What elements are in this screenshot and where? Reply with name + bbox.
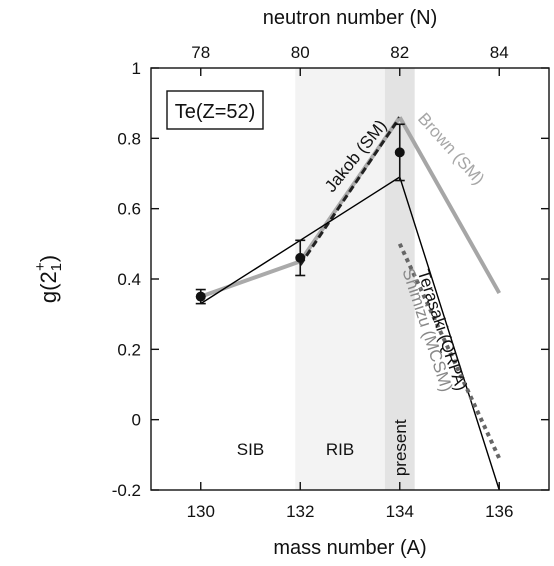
x2-tick-label-78: 78: [191, 43, 210, 62]
series-label-brown: Brown (SM): [414, 109, 488, 188]
y-axis-title-sub: 1: [48, 263, 65, 271]
data-points: [195, 123, 405, 305]
y-tick-label-5: 0.8: [117, 129, 141, 148]
data-point-134: [394, 147, 405, 158]
x2-tick-label-84: 84: [490, 43, 509, 62]
y-tick-label-2: 0.2: [117, 340, 141, 359]
x-tick-label-130: 130: [187, 502, 215, 521]
x2-tick-label-80: 80: [291, 43, 310, 62]
isotope-label-frame: [166, 90, 264, 130]
y-axis-title-sup: +: [32, 262, 49, 271]
y-tick-label-0: -0.2: [112, 481, 141, 500]
region-label-SIB: SIB: [237, 440, 264, 459]
isotope-label-box: Te(Z=52): [166, 90, 264, 130]
series-line-solid-thick-2: [398, 116, 501, 295]
ticks: [151, 67, 549, 491]
svg-text:g(21+): g(21+): [32, 255, 65, 303]
y-tick-label-4: 0.6: [117, 200, 141, 219]
x-axis-title: mass number (A): [273, 537, 426, 559]
data-point-132: [295, 252, 306, 263]
y-tick-label-6: 1: [132, 59, 141, 78]
x2-tick-label-82: 82: [390, 43, 409, 62]
y-axis-title: g(21+): [32, 255, 65, 303]
region-RIB-band: [295, 68, 385, 490]
series-line-dashed-1: [299, 116, 401, 266]
y-tick-label-1: 0: [132, 411, 141, 430]
tick-labels: 130 132 134 136 78 80 82 84 -0.2 0 0.2 0.4 0.6 0.8 1: [112, 43, 514, 521]
data-point-130: [195, 291, 206, 302]
x-tick-label-132: 132: [286, 502, 314, 521]
y-axis-title-close: ): [36, 255, 61, 262]
region-labels: SIB RIB present: [237, 419, 410, 476]
x2-axis-title: neutron number (N): [263, 7, 438, 29]
region-label-present: present: [391, 419, 410, 476]
isotope-label: Te(Z=52): [175, 101, 256, 123]
y-axis-title-main: g(2: [36, 271, 61, 303]
x-tick-label-136: 136: [485, 502, 513, 521]
y-tick-label-3: 0.4: [117, 270, 141, 289]
x-tick-label-134: 134: [386, 502, 414, 521]
region-label-RIB: RIB: [326, 440, 354, 459]
